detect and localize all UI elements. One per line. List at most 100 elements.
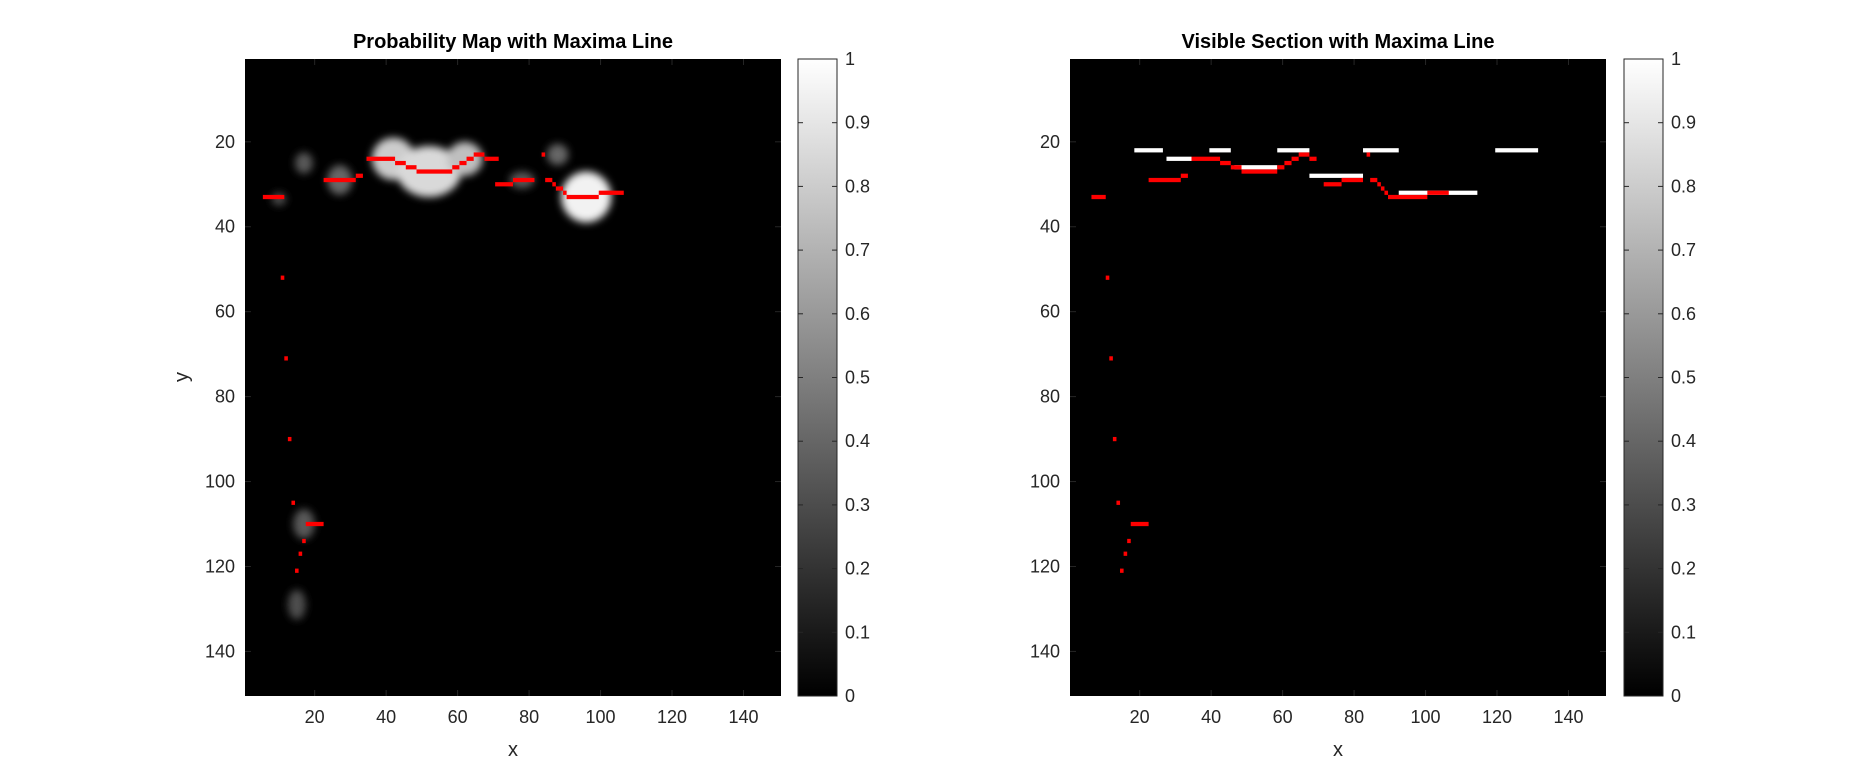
maxima-point <box>545 177 553 183</box>
visible-segment <box>1363 148 1399 153</box>
colorbar-tick-label: 0.2 <box>845 559 870 579</box>
x-tick-label: 80 <box>519 707 539 727</box>
maxima-point <box>1388 194 1428 200</box>
heatmap-blob <box>295 152 313 174</box>
x-tick-label: 100 <box>1411 707 1441 727</box>
y-tick-label: 80 <box>1040 387 1060 407</box>
maxima-point <box>298 551 303 556</box>
chart-panel-visible-section: Visible Section with Maxima Line 20 40 60 8… <box>1030 31 1696 761</box>
maxima-point <box>355 173 363 178</box>
visible-segment <box>1234 165 1278 170</box>
maxima-point <box>541 152 546 157</box>
visible-segment <box>1134 148 1163 153</box>
maxima-point <box>1091 194 1106 200</box>
maxima-point <box>416 169 453 174</box>
x-axis-label: x <box>1333 739 1343 761</box>
maxima-point <box>495 182 513 187</box>
colorbar <box>1623 58 1664 697</box>
heatmap-blob <box>271 192 287 206</box>
maxima-point <box>1380 186 1385 191</box>
maxima-point <box>1277 165 1285 170</box>
maxima-point <box>1366 152 1371 157</box>
colorbar-tick-label: 0.5 <box>845 368 870 388</box>
maxima-point <box>1370 177 1378 183</box>
x-tick-label: 20 <box>305 707 325 727</box>
y-tick-label: 100 <box>1030 472 1060 492</box>
y-tick-label: 60 <box>1040 302 1060 322</box>
maxima-point <box>366 156 396 161</box>
y-tick-label: 20 <box>1040 132 1060 152</box>
y-tick-label: 60 <box>215 302 235 322</box>
maxima-point <box>552 182 556 187</box>
colorbar-tick-label: 0.7 <box>1671 240 1696 260</box>
colorbar-tick-label: 0 <box>845 686 855 706</box>
maxima-point <box>1180 173 1188 178</box>
colorbar-tick-label: 0.4 <box>845 431 870 451</box>
x-tick-label: 140 <box>1553 707 1583 727</box>
maxima-point <box>555 186 564 191</box>
heatmap-blob <box>287 589 306 620</box>
y-axis-ticks: 20 40 60 80 100 120 140 <box>1030 132 1606 661</box>
chart-title: Visible Section with Maxima Line <box>1181 31 1494 53</box>
y-tick-label: 20 <box>215 132 235 152</box>
maxima-point <box>566 194 599 200</box>
maxima-point <box>1123 551 1128 556</box>
colorbar-ticks: 0 0.1 0.2 0.3 0.4 0.5 0.6 0.7 0.8 0.9 1 <box>798 49 870 706</box>
visible-segment <box>1277 148 1310 153</box>
colorbar-tick-label: 0.2 <box>1671 559 1696 579</box>
maxima-point <box>287 436 292 442</box>
colorbar-tick-label: 0.4 <box>1671 431 1696 451</box>
maxima-point <box>1427 190 1449 195</box>
heatmap-background <box>245 59 781 696</box>
colorbar-tick-label: 0.1 <box>845 622 870 642</box>
maxima-point <box>302 538 306 544</box>
maxima-point <box>1377 182 1381 187</box>
maxima-point <box>280 275 285 280</box>
maxima-point <box>1148 177 1181 183</box>
colorbar <box>797 58 838 697</box>
x-tick-label: 80 <box>1344 707 1364 727</box>
x-tick-label: 140 <box>728 707 758 727</box>
y-tick-label: 40 <box>215 217 235 237</box>
colorbar-tick-label: 0.3 <box>845 495 870 515</box>
maxima-point <box>323 177 356 183</box>
y-tick-label: 40 <box>1040 217 1060 237</box>
x-axis-label: x <box>508 739 518 761</box>
colorbar-tick-label: 0.8 <box>845 176 870 196</box>
x-tick-label: 40 <box>1201 707 1221 727</box>
maxima-point <box>1220 160 1231 166</box>
visible-segment <box>1166 156 1192 161</box>
y-tick-label: 80 <box>215 387 235 407</box>
maxima-point <box>1105 275 1110 280</box>
maxima-point <box>1112 436 1117 442</box>
colorbar-tick-label: 1 <box>1671 49 1681 69</box>
maxima-line <box>262 152 624 573</box>
maxima-point <box>284 356 288 361</box>
visible-segment <box>1495 148 1539 153</box>
maxima-point <box>291 500 296 505</box>
maxima-point <box>473 152 485 157</box>
colorbar-tick-label: 0 <box>1671 686 1681 706</box>
maxima-point <box>1127 538 1131 544</box>
maxima-point <box>1120 568 1124 573</box>
colorbar-tick-label: 0.5 <box>1671 368 1696 388</box>
maxima-point <box>1341 177 1364 183</box>
maxima-point <box>1230 165 1242 170</box>
maxima-point <box>405 165 417 170</box>
y-tick-label: 140 <box>205 641 235 661</box>
colorbar-tick-label: 1 <box>845 49 855 69</box>
maxima-point <box>1191 156 1221 161</box>
maxima-point <box>459 160 467 166</box>
maxima-point <box>563 190 567 195</box>
y-tick-label: 120 <box>1030 556 1060 576</box>
maxima-point <box>295 568 299 573</box>
x-tick-label: 60 <box>1273 707 1293 727</box>
x-tick-label: 120 <box>657 707 687 727</box>
maxima-point <box>305 521 324 527</box>
visible-segment <box>1209 148 1231 153</box>
colorbar-ticks: 0 0.1 0.2 0.3 0.4 0.5 0.6 0.7 0.8 0.9 1 <box>1624 49 1696 706</box>
maxima-point <box>1284 160 1292 166</box>
maxima-point <box>513 177 535 183</box>
